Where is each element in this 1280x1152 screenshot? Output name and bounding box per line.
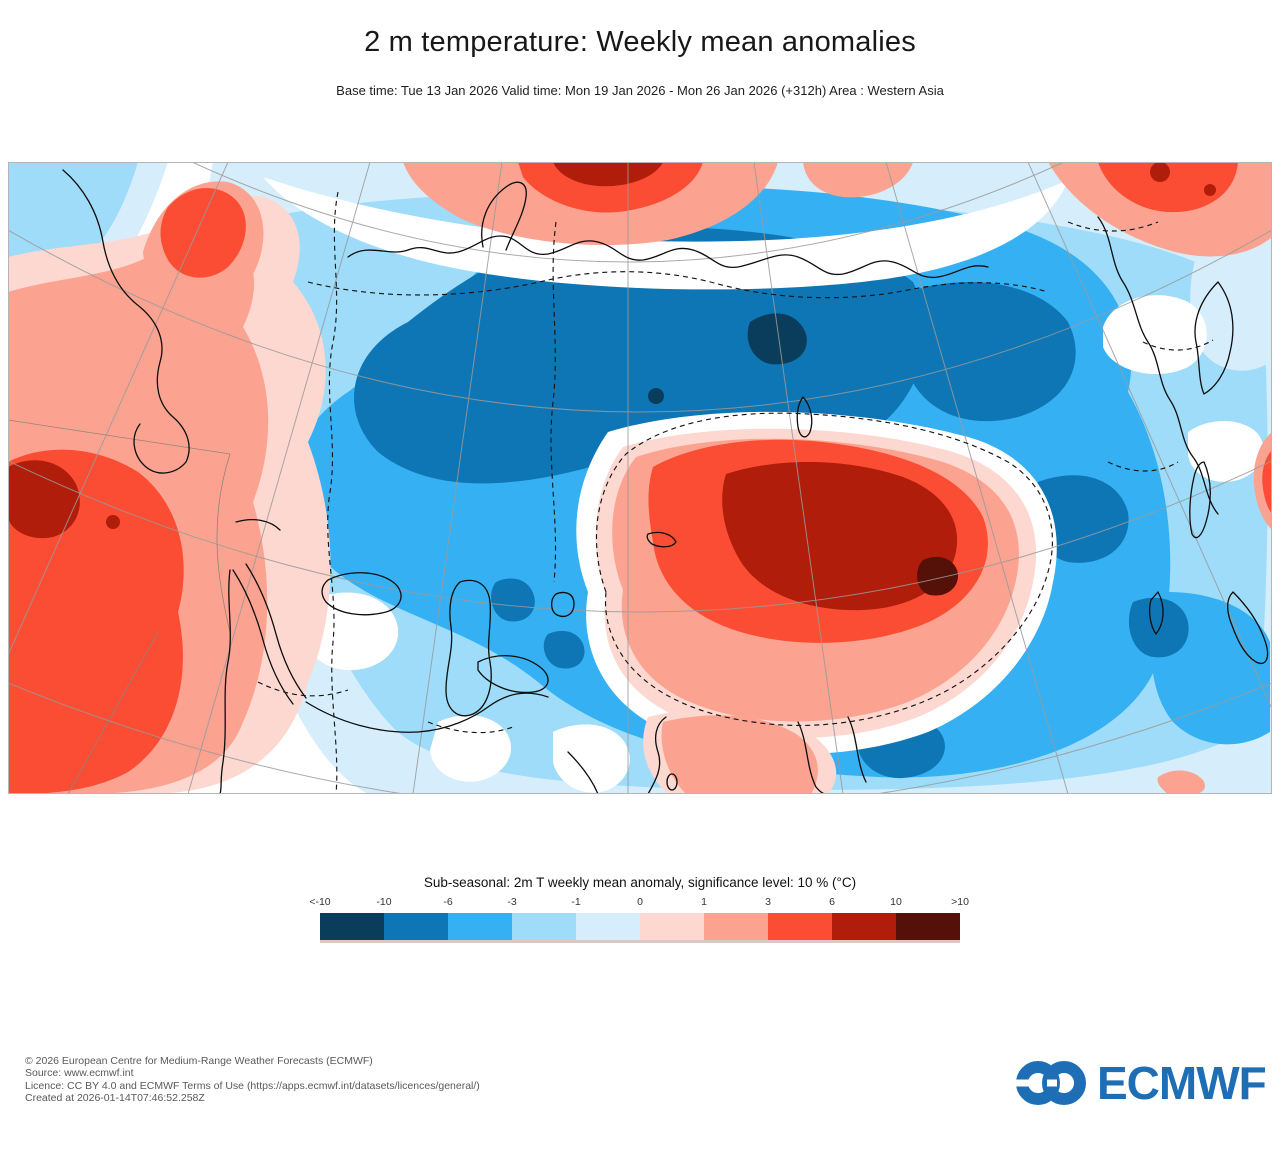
legend-color-segment: [704, 913, 768, 940]
legend-title: Sub-seasonal: 2m T weekly mean anomaly, …: [423, 875, 857, 890]
map-border: [8, 162, 1272, 794]
ecmwf-logo: ECMWF: [1014, 1056, 1267, 1110]
legend-color-segment: [384, 913, 448, 940]
legend-color-segment: [640, 913, 704, 940]
legend-tick-label: 0: [637, 896, 643, 908]
legend-tick-label: 10: [890, 896, 902, 908]
coastlines: [62, 169, 1269, 794]
legend-tick-label: <-10: [309, 896, 331, 908]
legend-tick-label: -10: [376, 896, 392, 908]
footer-created: Created at 2026-01-14T07:46:52.258Z: [25, 1092, 205, 1105]
legend-color-segment: [576, 913, 640, 940]
legend-tick-label: 1: [701, 896, 707, 908]
legend-color-segment: [832, 913, 896, 940]
graticule: [8, 162, 1272, 794]
ecmwf-logo-text: ECMWF: [1097, 1057, 1267, 1109]
legend-color-segment: [896, 913, 960, 940]
legend-tick-label: -1: [571, 896, 581, 908]
footer-licence: Licence: CC BY 4.0 and ECMWF Terms of Us…: [25, 1079, 480, 1092]
legend-color-segment: [768, 913, 832, 940]
significance-contours: [257, 191, 1214, 794]
anomaly-map-canvas: [8, 162, 1272, 794]
subtitle: Base time: Tue 13 Jan 2026 Valid time: M…: [336, 83, 944, 98]
legend-color-segment: [512, 913, 576, 940]
page-title: 2 m temperature: Weekly mean anomalies: [364, 26, 916, 58]
neutral-region: [263, 177, 1264, 793]
warm-anomaly-region-east: [576, 411, 1205, 794]
anomaly-map: [8, 162, 1272, 794]
legend-tick-label: 6: [829, 896, 835, 908]
legend-color-segment: [448, 913, 512, 940]
ecmwf-logo-icon: [1014, 1061, 1086, 1105]
footer-source: Source: www.ecmwf.int: [25, 1067, 134, 1080]
legend-tick-label: -3: [507, 896, 517, 908]
footer-copyright: © 2026 European Centre for Medium-Range …: [25, 1055, 373, 1067]
legend-colorbar: [320, 913, 960, 940]
country-borders: [8, 419, 231, 794]
warm-anomaly-region-west: [8, 181, 331, 794]
legend-tick-label: -6: [443, 896, 453, 908]
footer-attribution: © 2026 European Centre for Medium-Range …: [25, 1055, 480, 1105]
legend-ticks: <-10 -10 -6 -3 -1 0 1 3 6 10 >10: [309, 896, 969, 910]
legend-color-segment: [320, 913, 384, 940]
legend-tick-label: 3: [765, 896, 771, 908]
warm-anomaly-region-arctic: [403, 162, 1272, 530]
legend-tick-label: >10: [951, 896, 969, 908]
